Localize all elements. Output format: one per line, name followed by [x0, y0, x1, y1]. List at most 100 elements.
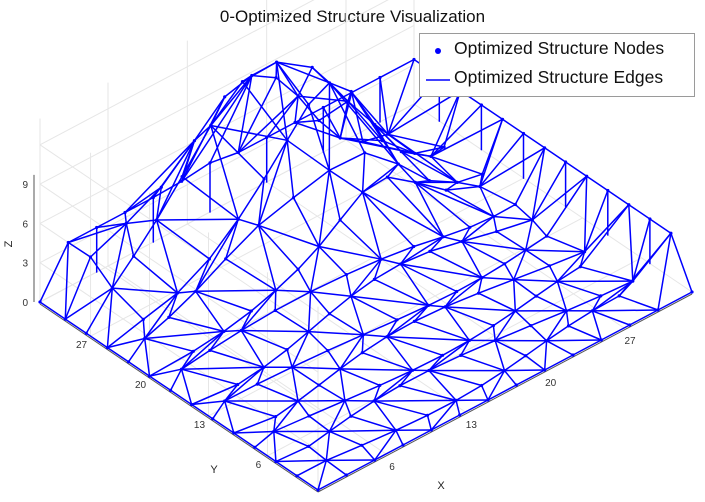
structure-node: [543, 368, 547, 372]
structure-edge: [361, 444, 376, 461]
structure-node: [479, 103, 483, 107]
structure-node: [394, 428, 398, 432]
structure-edge: [297, 384, 320, 402]
structure-edge: [373, 399, 457, 402]
x-axis-label: X: [437, 480, 445, 492]
structure-edge: [373, 429, 397, 461]
structure-edge: [477, 292, 517, 312]
structure-edge: [194, 258, 211, 293]
structure-edge: [265, 95, 299, 139]
structure-node: [378, 75, 382, 80]
structure-node: [585, 174, 589, 178]
structure-edge: [286, 139, 295, 199]
structure-edge: [363, 152, 400, 165]
structure-node: [373, 458, 377, 462]
structure-edge: [350, 415, 397, 432]
structure-node: [583, 250, 587, 254]
structure-edge: [339, 333, 365, 370]
structure-edge: [311, 66, 349, 103]
structure-edge: [412, 236, 445, 248]
structure-edge: [339, 91, 353, 139]
structure-edge: [649, 218, 672, 234]
structure-edge: [361, 429, 397, 447]
structure-edge: [328, 152, 366, 172]
structure-edge: [380, 245, 415, 260]
structure-edge: [455, 384, 483, 402]
structure-edge: [481, 276, 515, 281]
structure-edge: [350, 295, 398, 321]
structure-edge: [381, 139, 416, 155]
structure-edge: [373, 263, 402, 281]
grid-line: [39, 24, 415, 224]
structure-node: [84, 331, 88, 335]
structure-node: [361, 333, 365, 337]
structure-node: [249, 309, 253, 313]
structure-edge: [328, 82, 352, 93]
structure-node: [426, 303, 431, 307]
structure-edge: [414, 181, 495, 218]
structure-node: [255, 382, 259, 386]
structure-node: [413, 180, 417, 184]
structure-node: [429, 154, 433, 158]
structure-node: [493, 338, 497, 343]
y-axis-line: [39, 303, 319, 493]
structure-edge: [254, 430, 275, 449]
structure-edge: [64, 241, 70, 320]
structure-edge: [430, 146, 445, 158]
structure-edge: [339, 137, 364, 143]
structure-node: [599, 338, 603, 342]
structure-node: [627, 203, 631, 207]
structure-edge: [339, 191, 364, 221]
structure-edge: [514, 147, 546, 206]
structure-node: [521, 131, 526, 136]
structure-node: [350, 90, 354, 95]
structure-edge: [443, 90, 462, 148]
structure-edge: [481, 118, 504, 175]
structure-edge: [460, 339, 496, 357]
structure-node: [169, 388, 173, 392]
structure-edge: [307, 330, 365, 336]
structure-edge: [223, 329, 243, 333]
structure-edge: [273, 430, 277, 463]
structure-edge: [531, 219, 548, 237]
structure-edge: [318, 169, 331, 248]
structure-edge: [275, 289, 312, 293]
structure-node: [460, 239, 464, 244]
structure-edge: [531, 147, 546, 221]
axis-ticks: 6 13 20 27 6 13 20 27 0 3 6 9: [22, 180, 636, 473]
structure-edge: [180, 330, 225, 370]
grid-line: [187, 223, 466, 413]
structure-edge: [426, 399, 457, 417]
structure-edge: [503, 249, 527, 265]
structure-edge: [233, 432, 256, 449]
structure-edge: [125, 219, 158, 225]
structure-node: [265, 135, 269, 140]
structure-edge: [294, 95, 299, 124]
structure-edge: [461, 240, 527, 251]
structure-edge: [380, 258, 402, 265]
structure-edge: [155, 219, 179, 294]
structure-edge: [143, 292, 179, 340]
structure-node: [486, 398, 490, 402]
legend: Optimized Structure Nodes Optimized Stru…: [419, 33, 695, 97]
structure-node: [399, 150, 403, 154]
structure-edge: [495, 219, 534, 233]
structure-edge: [148, 375, 172, 392]
structure-node: [321, 105, 325, 110]
structure-edge: [362, 319, 398, 336]
structure-edge: [180, 368, 239, 386]
structure-edge: [441, 339, 471, 357]
structure-edge: [495, 230, 527, 251]
structure-node: [547, 264, 552, 268]
structure-edge: [373, 384, 381, 402]
structure-edge: [456, 173, 483, 184]
structure-node: [327, 81, 332, 85]
structure-edge: [309, 273, 348, 293]
structure-node: [110, 286, 114, 290]
structure-edge: [180, 74, 253, 183]
grid-line: [208, 217, 583, 417]
structure-edge: [339, 368, 414, 372]
structure-node: [285, 348, 289, 352]
structure-edge: [180, 349, 211, 370]
structure-edge: [291, 366, 341, 370]
